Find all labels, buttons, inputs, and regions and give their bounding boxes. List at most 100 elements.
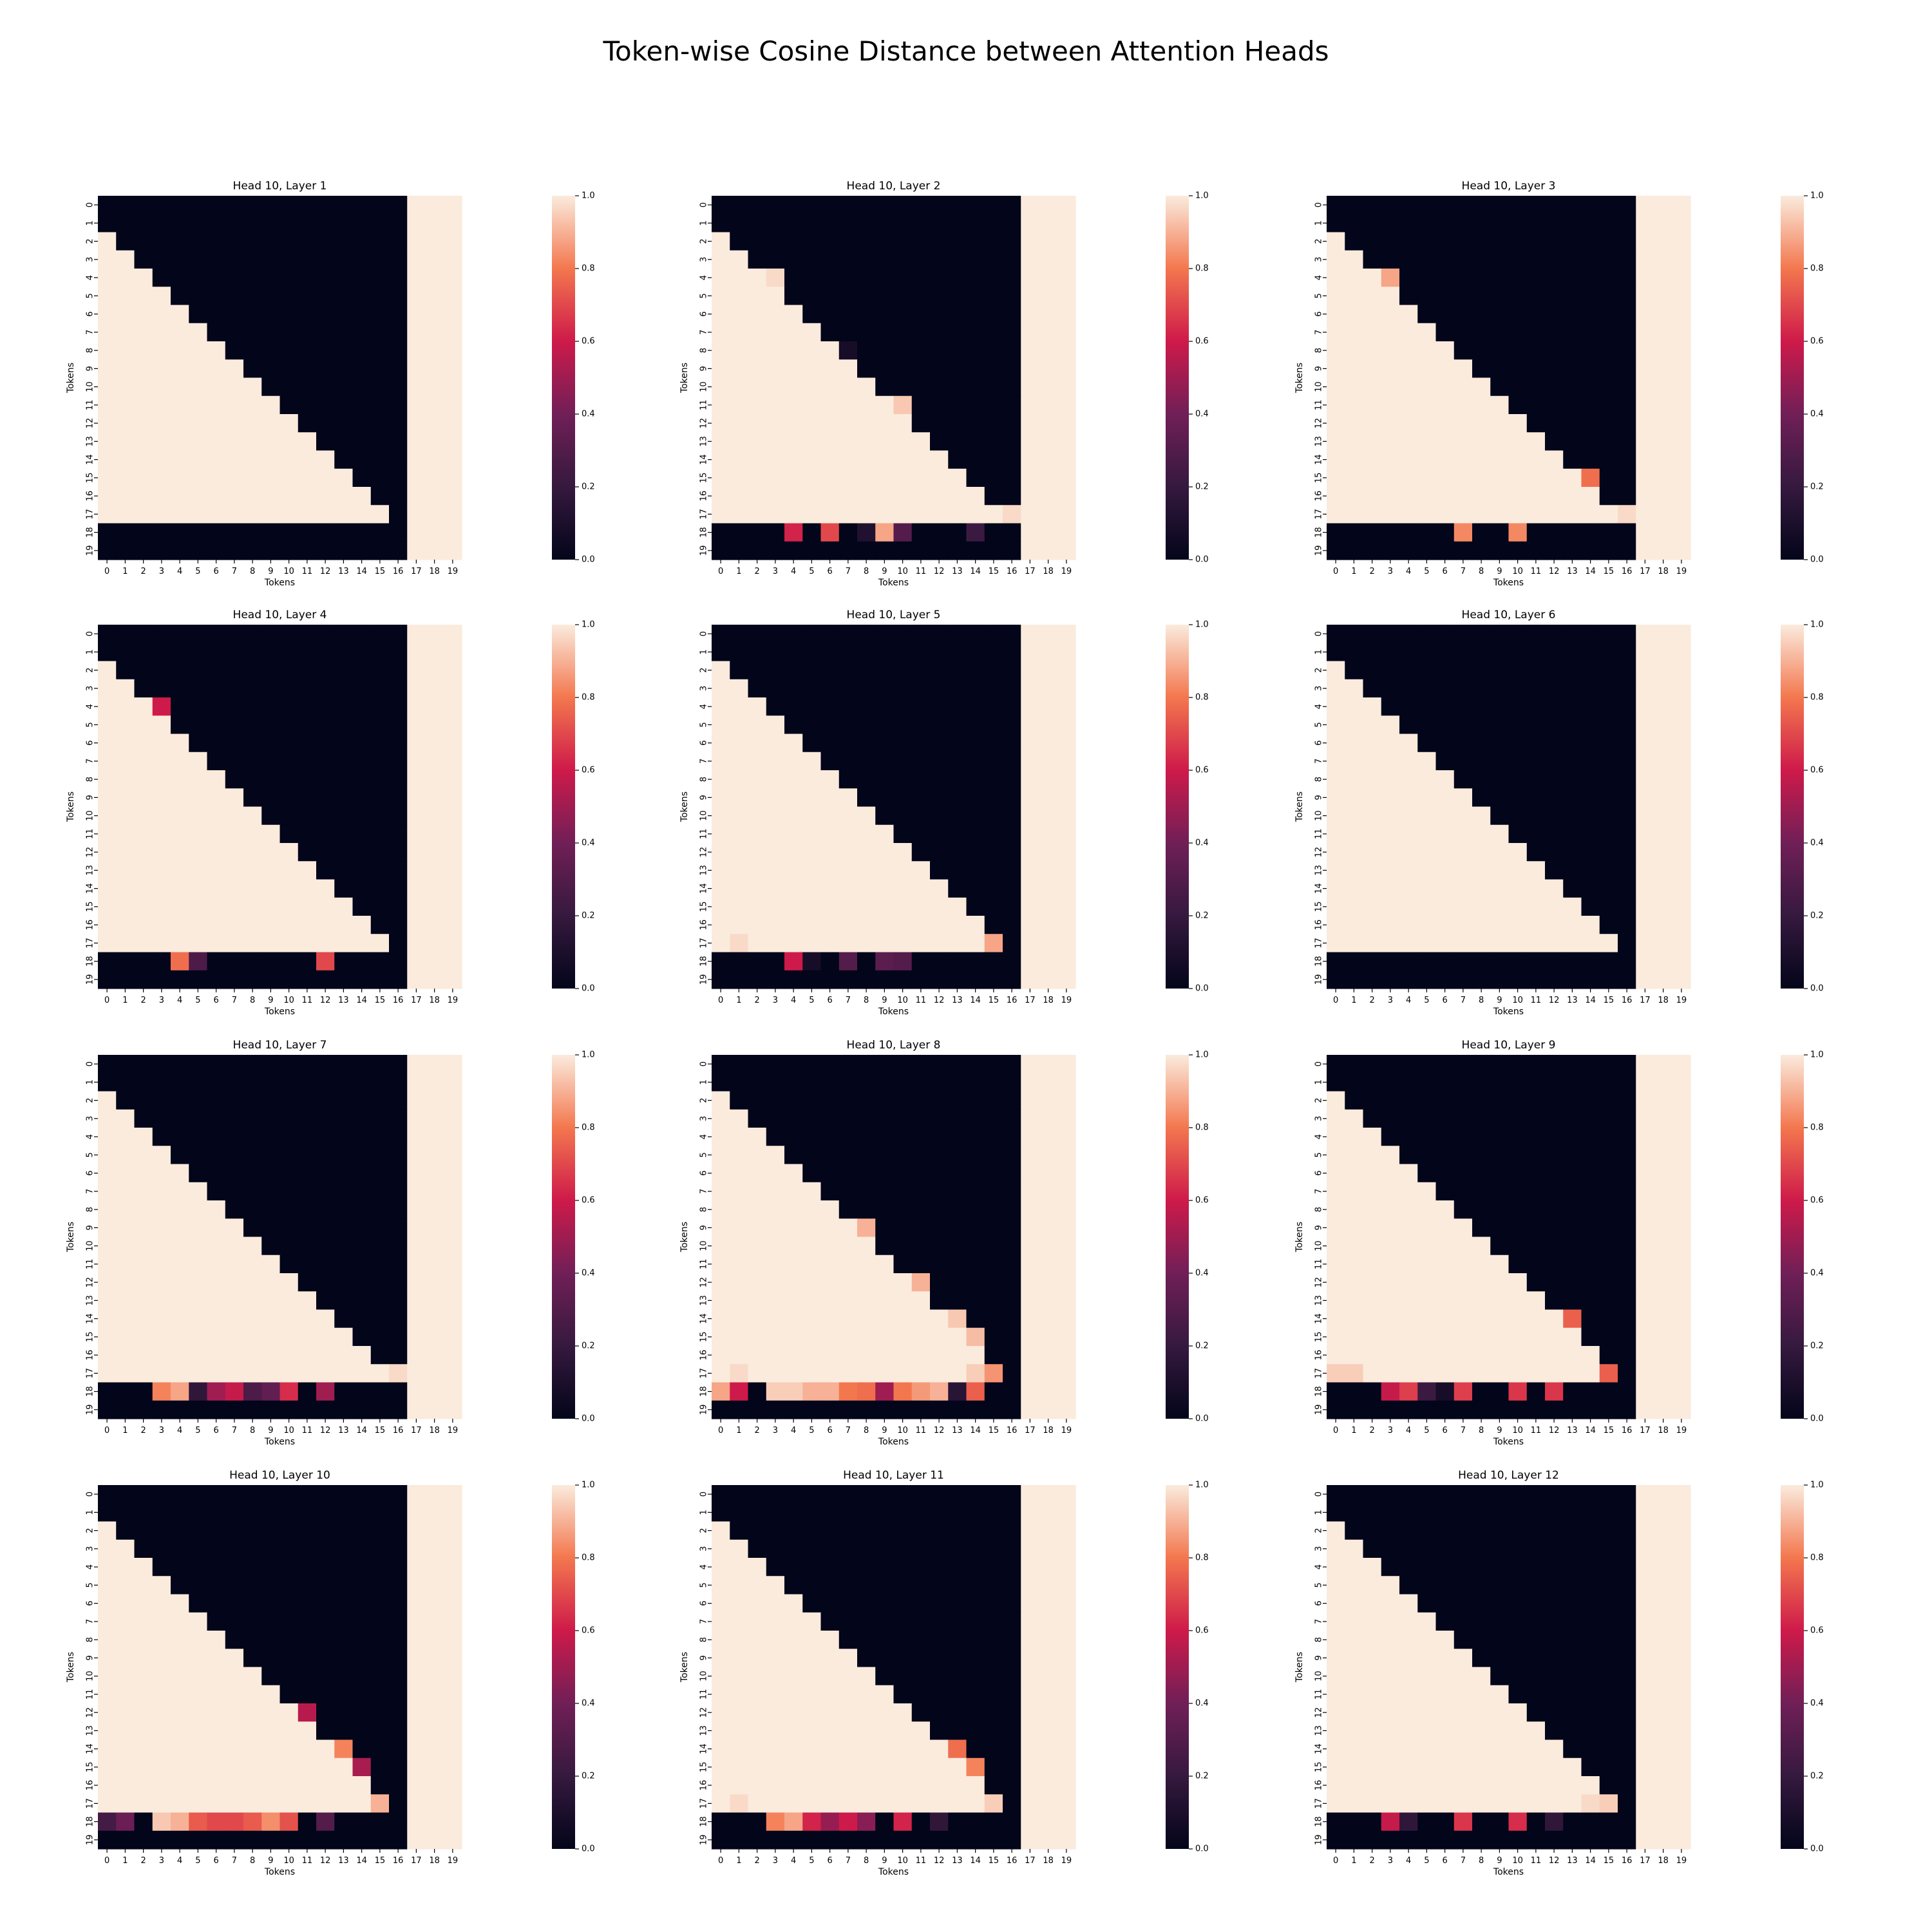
heatmap-cell-r7-c16 (389, 1612, 408, 1631)
heatmap-cell-r1-c17 (1636, 214, 1655, 233)
heatmap-cell-r7-c5 (1417, 1182, 1437, 1201)
heatmap-cell-r1-c7 (838, 1503, 858, 1522)
heatmap-cell-r15-c1 (730, 897, 749, 916)
heatmap-cell-r8-c1 (1345, 1200, 1364, 1219)
heatmap-cell-r18-c8 (857, 952, 876, 971)
heatmap-cell-r14-c12 (1545, 1309, 1564, 1329)
heatmap-cell-r17-c9 (1490, 1364, 1510, 1383)
heatmap-cell-r12-c10 (893, 843, 913, 862)
heatmap-cell-r6-c2 (134, 734, 153, 753)
heatmap-cell-r14-c16 (389, 1739, 408, 1759)
y-tick-label: 8 (86, 1207, 95, 1212)
heatmap-cell-r7-c7 (1454, 323, 1473, 342)
heatmap-cell-r10-c10 (279, 1236, 299, 1256)
x-tick-label: 7 (232, 1856, 237, 1866)
heatmap-cell-r5-c13 (334, 1146, 354, 1165)
heatmap-cell-r7-c2 (748, 323, 767, 342)
y-tick-label: 3 (86, 1116, 95, 1121)
heatmap-cell-r13-c13 (948, 432, 967, 451)
heatmap-cell-r11-c16 (1003, 824, 1021, 844)
heatmap-cell-r7-c9 (261, 323, 281, 342)
heatmap-cell-r0-c8 (857, 1055, 876, 1074)
heatmap-cell-r0-c17 (1021, 196, 1040, 214)
heatmap-cell-r15-c15 (984, 1757, 1003, 1777)
heatmap-cell-r10-c5 (802, 1236, 822, 1256)
heatmap-head-10-layer-11: Head 10, Layer 110 1 2 3 4 5 6 7 8 9 10 11 12 13 14 15 1… (679, 1469, 1209, 1877)
heatmap-cell-r3-c3 (152, 1109, 171, 1128)
y-axis-label: Tokens (1294, 363, 1305, 393)
y-tick-label: 6 (699, 1600, 709, 1605)
heatmap-cell-r5-c3 (766, 287, 785, 306)
heatmap-cell-r7-c9 (875, 323, 895, 342)
heatmap-cell-r13-c3 (766, 1721, 785, 1741)
heatmap-cell-r17-c9 (875, 934, 895, 953)
subplot-title: Head 10, Layer 10 (229, 1469, 330, 1482)
heatmap-cell-r10-c19 (1057, 1236, 1076, 1256)
heatmap-cell-r18-c8 (1472, 1382, 1491, 1401)
heatmap-cell-r18-c2 (748, 952, 767, 971)
heatmap-cell-r8-c8 (1472, 770, 1491, 789)
heatmap-cell-r10-c9 (875, 1236, 895, 1256)
colorbar-tick-label: 0.4 (1810, 410, 1824, 419)
heatmap-cell-r1-c9 (261, 1503, 281, 1522)
heatmap-cell-r6-c8 (1472, 1164, 1491, 1183)
heatmap-cell-r19-c19 (1057, 970, 1076, 989)
heatmap-cell-r7-c9 (1490, 752, 1510, 771)
x-tick-label: 11 (302, 1856, 313, 1866)
heatmap-cell-r0-c10 (1508, 1055, 1528, 1074)
heatmap-cell-r13-c5 (802, 432, 822, 451)
heatmap-cell-r15-c10 (279, 1327, 299, 1347)
heatmap-cell-r13-c0 (1327, 1291, 1345, 1311)
heatmap-cell-r2-c10 (279, 661, 299, 680)
heatmap-cell-r7-c14 (966, 752, 985, 771)
heatmap-cell-r7-c9 (1490, 323, 1510, 342)
heatmap-cell-r0-c2 (748, 1055, 767, 1074)
heatmap-cell-r4-c3 (766, 697, 785, 716)
heatmap-cell-r4-c11 (911, 269, 931, 287)
heatmap-cell-r6-c0 (712, 305, 730, 324)
heatmap-cell-r0-c16 (1618, 196, 1636, 214)
heatmap-cell-r18-c8 (243, 1382, 262, 1401)
heatmap-cell-r13-c12 (1545, 861, 1564, 880)
heatmap-cell-r14-c3 (152, 879, 171, 898)
heatmap-cell-r6-c3 (766, 734, 785, 753)
heatmap-cell-r15-c1 (730, 1327, 749, 1347)
heatmap-cell-r3-c11 (298, 1109, 317, 1128)
heatmap-cell-r6-c14 (966, 734, 985, 753)
heatmap-cell-r17-c3 (766, 1364, 785, 1383)
heatmap-cell-r2-c0 (98, 1091, 117, 1110)
heatmap-cell-r10-c13 (948, 377, 967, 397)
heatmap-cell-r10-c16 (1618, 377, 1636, 397)
heatmap-cell-r4-c7 (838, 697, 858, 716)
heatmap-cell-r12-c12 (930, 414, 949, 433)
heatmap-cell-r12-c0 (712, 843, 730, 862)
x-tick-label: 3 (773, 567, 778, 576)
heatmap-cell-r0-c17 (407, 196, 426, 214)
heatmap-cell-r7-c7 (225, 323, 244, 342)
heatmap-cell-r14-c13 (334, 1309, 354, 1329)
heatmap-cell-r16-c16 (1618, 1346, 1636, 1365)
heatmap-cell-r8-c7 (1454, 1200, 1473, 1219)
heatmap-cell-r0-c13 (1563, 196, 1582, 214)
heatmap-cell-r4-c11 (298, 269, 317, 287)
heatmap-cell-r3-c12 (1545, 1109, 1564, 1128)
heatmap-cell-r17-c1 (730, 1794, 749, 1814)
heatmap-cell-r9-c13 (1563, 1218, 1582, 1238)
heatmap-cell-r16-c15 (370, 1776, 390, 1795)
heatmap-cell-r17-c1 (1345, 505, 1364, 524)
heatmap-cell-r3-c6 (820, 1539, 840, 1558)
heatmap-cell-r11-c10 (279, 1255, 299, 1274)
x-tick-label: 13 (1567, 996, 1578, 1005)
heatmap-cell-r5-c5 (189, 715, 208, 735)
heatmap-cell-r16-c6 (1435, 916, 1455, 934)
heatmap-cell-r15-c4 (171, 468, 189, 488)
heatmap-cell-r0-c1 (730, 1485, 749, 1504)
heatmap-cell-r11-c0 (712, 1685, 730, 1704)
heatmap-cell-r1-c11 (1526, 643, 1546, 662)
heatmap-cell-r3-c9 (1490, 250, 1510, 269)
colorbar-tick-label: 0.2 (1195, 911, 1209, 921)
heatmap-cell-r15-c19 (443, 897, 462, 916)
heatmap-cell-r14-c7 (225, 1309, 244, 1329)
x-tick-label: 15 (375, 567, 386, 576)
heatmap-cell-r11-c8 (1472, 1255, 1491, 1274)
